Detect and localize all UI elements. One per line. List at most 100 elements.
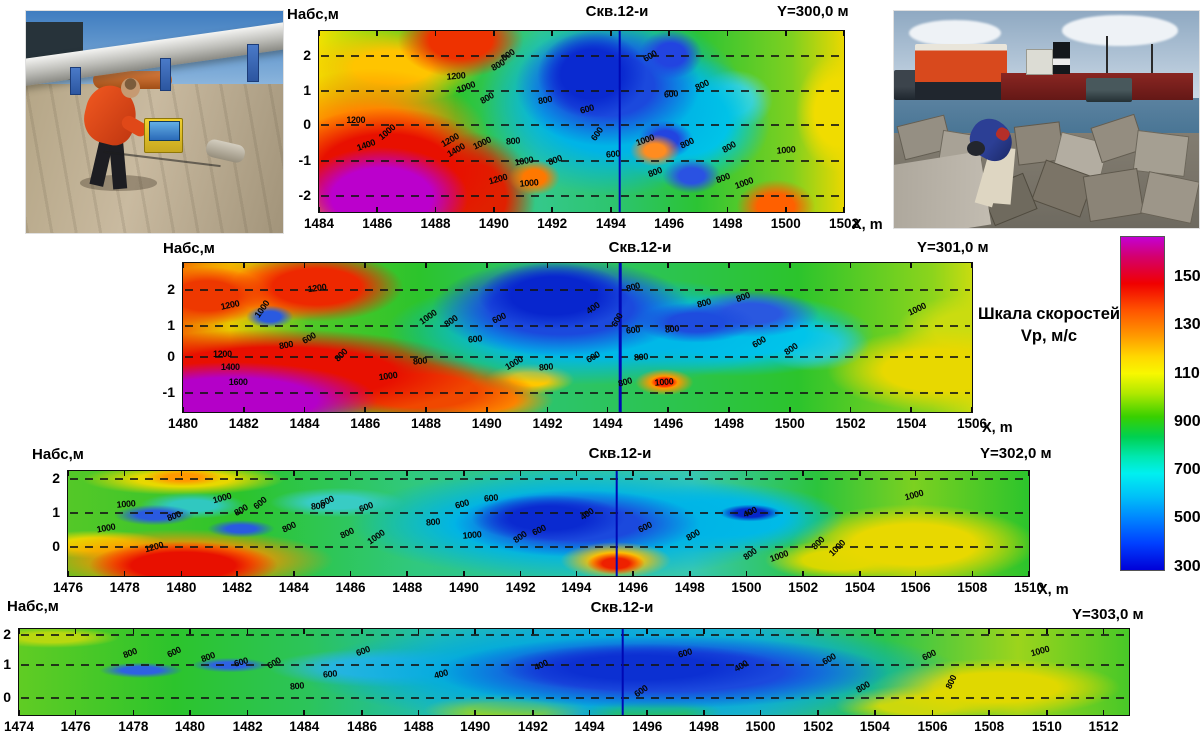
velocity-contour-field — [319, 31, 844, 212]
y-tick-label: 1 — [167, 316, 175, 333]
y-tick-label: 1 — [303, 81, 311, 98]
x-tick-label: 1498 — [674, 580, 705, 595]
x-tick-label: 1502 — [803, 719, 834, 734]
y-tick-label: 2 — [52, 470, 60, 487]
x-tick-label: 1476 — [52, 580, 84, 595]
x-tick-label: 1492 — [532, 416, 563, 431]
tugboat — [1086, 78, 1132, 103]
x-tick-label: 1500 — [774, 416, 805, 431]
x-tick-label: 1506 — [900, 580, 931, 595]
tanker-bridge — [1025, 48, 1053, 75]
x-tick-label: 1494 — [561, 580, 592, 595]
x-tick-label: 1486 — [350, 416, 381, 431]
section-label: Y=301,0 м — [917, 239, 989, 256]
x-tick-label: 1478 — [109, 580, 140, 595]
x-tick-label: 1492 — [517, 719, 548, 734]
pipe-support — [159, 57, 172, 91]
velocity-colorbar: 1500 1300 1100 900 700 500 300 — [1120, 236, 1200, 575]
x-tick-label: 1482 — [222, 580, 253, 595]
concrete-cube — [1132, 129, 1190, 177]
section-plot-y301: 2 1 0 -1 1200 1200 1000 1000 800 600 400 600 800 800… — [163, 262, 987, 431]
borehole-line — [618, 263, 622, 412]
x-tick-label: 1502 — [788, 580, 819, 595]
x-tick-label: 1488 — [410, 416, 442, 431]
y-tick-label: 1 — [3, 656, 11, 673]
x-tick-label: 1474 — [3, 719, 35, 734]
y-axis-title: Набс,м — [7, 598, 59, 615]
seismograph — [144, 117, 184, 153]
seismograph-screen — [148, 120, 180, 141]
quay-slope — [894, 150, 991, 228]
x-tick-label: 1480 — [167, 416, 199, 431]
x-tick-label: 1504 — [896, 416, 927, 431]
x-tick-label: 1502 — [835, 416, 866, 431]
x-tick-label: 1492 — [505, 580, 536, 595]
x-tick-label: 1482 — [232, 719, 263, 734]
x-tick-label: 1488 — [420, 216, 451, 231]
colorbar-title-line2: Vp, м/с — [1020, 327, 1078, 346]
borehole-title: Скв.12-и — [590, 599, 654, 616]
tanker-funnel — [1052, 41, 1070, 74]
section-label: Y=300,0 м — [777, 3, 849, 20]
section-label: Y=303,0 м — [1072, 606, 1144, 623]
x-tick-label: 1496 — [618, 580, 649, 595]
x-tick-label: 1484 — [303, 216, 335, 231]
x-tick-label: 1506 — [917, 719, 948, 734]
x-tick-label: 1484 — [278, 580, 309, 595]
borehole-line — [618, 31, 622, 212]
photo-harbor-breakwater — [893, 10, 1200, 229]
velocity-contour-field — [183, 263, 972, 412]
x-tick-label: 1494 — [574, 719, 605, 734]
y-tick-label: 0 — [52, 537, 60, 554]
x-tick-label: 1492 — [537, 216, 568, 231]
x-tick-label: 1510 — [1031, 719, 1062, 734]
section-label: Y=302,0 м — [980, 445, 1052, 462]
colorbar-tick-label: 500 — [1174, 509, 1200, 527]
cloud — [1061, 15, 1178, 46]
borehole-line — [621, 629, 625, 715]
x-tick-label: 1490 — [471, 416, 502, 431]
x-axis-title: X, m — [852, 217, 883, 233]
y-axis-title: Набс,м — [287, 6, 339, 23]
colorbar-tick-label: 700 — [1174, 461, 1200, 479]
y-tick-label: 0 — [167, 347, 175, 364]
y-tick-label: 0 — [303, 116, 311, 133]
y-tick-label: 0 — [3, 688, 11, 705]
mast — [1106, 36, 1109, 73]
x-tick-label: 1512 — [1088, 719, 1119, 734]
y-tick-label: 2 — [167, 280, 175, 297]
x-tick-label: 1476 — [60, 719, 91, 734]
x-tick-label: 1480 — [174, 719, 205, 734]
x-tick-label: 1498 — [688, 719, 719, 734]
borehole-title: Скв.12-и — [608, 239, 672, 256]
x-tick-label: 1488 — [403, 719, 434, 734]
x-axis-title: X, m — [1038, 582, 1069, 598]
colorbar-tick-label: 1100 — [1174, 364, 1200, 382]
x-tick-label: 1490 — [460, 719, 491, 734]
y-tick-label: 2 — [303, 47, 311, 64]
colorbar-tick-label: 300 — [1174, 557, 1200, 575]
x-tick-label: 1498 — [713, 416, 745, 431]
x-tick-label: 1494 — [592, 416, 623, 431]
x-axis-title: X, m — [982, 420, 1013, 436]
colorbar-ticks: 1500 1300 1100 900 700 500 300 — [1121, 237, 1200, 575]
colorbar-title: Шкала скоростей Vp, м/с — [973, 303, 1125, 348]
borehole-title: Скв.12-и — [588, 445, 652, 462]
x-tick-label: 1484 — [289, 719, 320, 734]
y-tick-label: -1 — [162, 383, 175, 400]
x-tick-label: 1508 — [957, 580, 988, 595]
y-tick-label: 1 — [52, 504, 60, 520]
orange-ship — [915, 43, 1007, 100]
pipe-support — [69, 66, 82, 96]
photo-field-survey — [25, 10, 284, 234]
y-tick-label: -2 — [298, 186, 311, 203]
x-tick-label: 1496 — [632, 719, 663, 734]
pipe-support — [247, 44, 259, 83]
y-axis-title: Набс,м — [32, 446, 84, 463]
x-tick-label: 1486 — [346, 719, 378, 734]
y-tick-label: -1 — [298, 152, 311, 169]
section-plot-y300: 2 1 0 -1 -2 600 800 1200 1000 800 800 600 600 600 800… — [299, 30, 859, 231]
x-tick-label: 1498 — [712, 216, 743, 231]
